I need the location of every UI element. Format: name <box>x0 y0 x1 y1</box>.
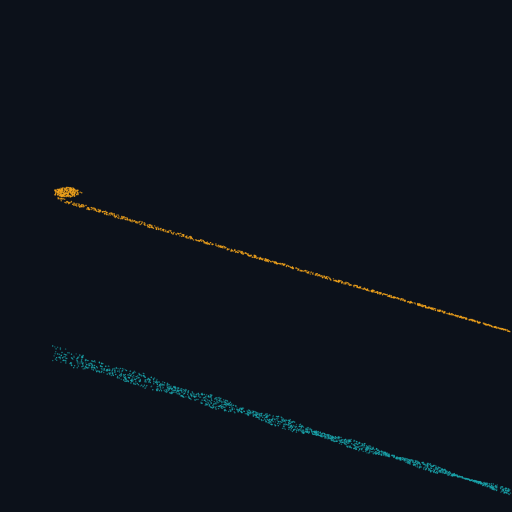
teal-streak <box>52 345 512 496</box>
orange-streak <box>53 186 511 333</box>
